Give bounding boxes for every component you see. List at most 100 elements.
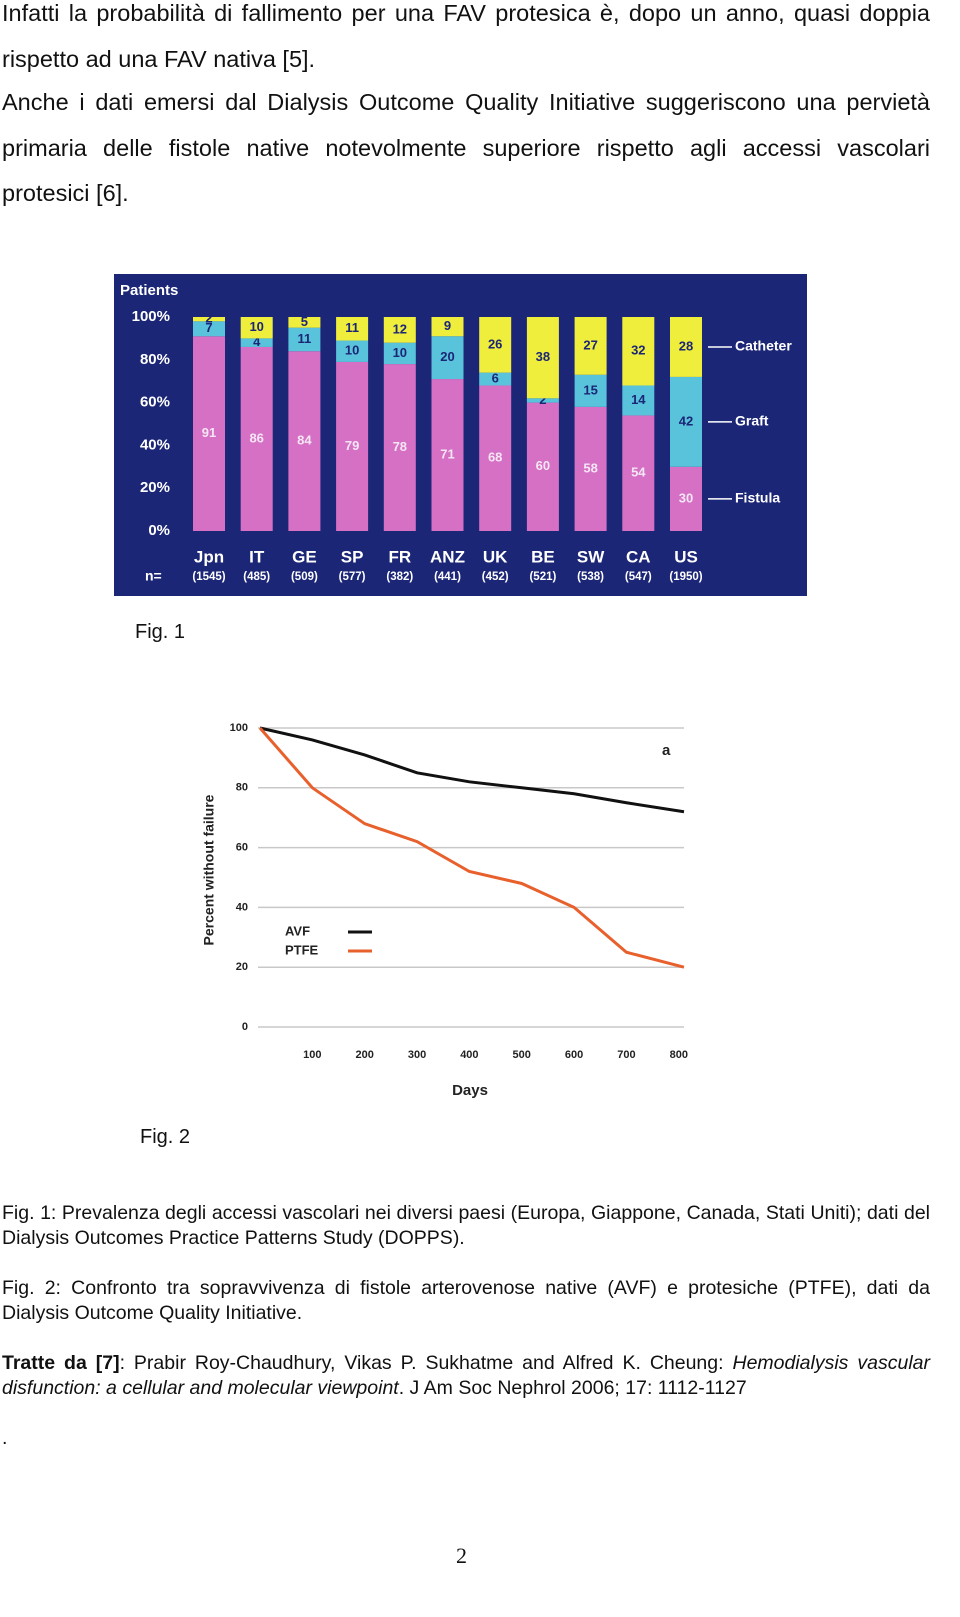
- x-tick-label: UK: [483, 547, 508, 566]
- legend-label: PTFE: [285, 942, 319, 957]
- data-label: 78: [393, 439, 407, 454]
- series-line: [259, 726, 685, 814]
- data-label: 54: [631, 465, 646, 480]
- sample-size: (509): [291, 571, 318, 583]
- citation: Tratte da [7]: Prabir Roy-Chaudhury, Vik…: [2, 1351, 930, 1401]
- sample-size: (521): [529, 571, 556, 583]
- y-tick-label: 20: [236, 961, 248, 973]
- x-tick-label: BE: [531, 547, 555, 566]
- data-label: 38: [536, 349, 550, 364]
- bar-segment: [193, 321, 225, 337]
- data-label: 86: [249, 430, 263, 445]
- bar-segment: [622, 317, 655, 386]
- data-label: 58: [583, 460, 597, 475]
- bar-segment: [574, 317, 607, 375]
- final-dot: .: [2, 1427, 8, 1449]
- data-label: 14: [631, 392, 646, 407]
- bar-segment: [670, 317, 702, 377]
- data-label: 10: [393, 345, 407, 360]
- bar-segment: [431, 336, 464, 380]
- bar-segment: [383, 364, 416, 531]
- bar-segment: [526, 402, 559, 531]
- bar-segment: [383, 317, 416, 343]
- bar-segment: [526, 317, 559, 399]
- annotation: a: [662, 742, 671, 759]
- y-tick-label: 100: [230, 722, 248, 734]
- x-tick-label: FR: [388, 547, 411, 566]
- bar-segment: [336, 317, 369, 341]
- figure-label: Fig. 1: [135, 621, 186, 643]
- citation-authors: : Prabir Roy-Chaudhury, Vikas P. Sukhatm…: [119, 1352, 733, 1374]
- y-tick-label: 0: [242, 1021, 248, 1033]
- y-tick-label: 60%: [140, 394, 170, 411]
- x-tick-label: ANZ: [430, 547, 465, 566]
- data-label: 2: [539, 392, 546, 407]
- x-tick-label: 800: [670, 1049, 688, 1061]
- bar-segment: [431, 317, 464, 337]
- data-label: 20: [440, 349, 454, 364]
- x-axis-title: Days: [452, 1082, 488, 1099]
- sample-size: (547): [625, 571, 652, 583]
- bar-segment: [622, 385, 655, 416]
- bar-segment: [383, 342, 416, 365]
- sample-size: (452): [482, 571, 509, 583]
- bar-segment: [193, 336, 225, 531]
- data-label: 10: [249, 319, 263, 334]
- bar-segment: [193, 317, 225, 322]
- x-tick-label: GE: [292, 547, 317, 566]
- data-label: 28: [679, 338, 693, 353]
- y-tick-label: 0%: [148, 522, 170, 539]
- bar-segment: [288, 317, 321, 328]
- x-tick-label: Jpn: [194, 547, 224, 566]
- data-label: 2: [205, 311, 212, 326]
- bar-segment: [288, 351, 321, 531]
- x-tick-label: 300: [408, 1049, 426, 1061]
- x-tick-label: 400: [460, 1049, 478, 1061]
- data-label: 42: [679, 413, 693, 428]
- figure-label: Fig. 2: [140, 1126, 191, 1148]
- paragraph: Anche i dati emersi dal Dialysis Outcome…: [2, 89, 930, 206]
- x-tick-label: 700: [617, 1049, 635, 1061]
- sample-size: (1950): [669, 571, 702, 583]
- bar-segment: [288, 327, 321, 352]
- y-tick-label: 100%: [132, 308, 170, 325]
- citation-source: . J Am Soc Nephrol 2006; 17: 1112-1127: [398, 1377, 747, 1399]
- legend-label: Graft: [735, 413, 769, 429]
- bar-segment: [336, 340, 369, 362]
- citation-label: Tratte da [7]: [2, 1352, 120, 1374]
- y-tick-label: 60: [236, 842, 248, 854]
- data-label: 30: [679, 490, 693, 505]
- bar-segment: [240, 346, 273, 531]
- data-label: 71: [440, 446, 454, 461]
- x-tick-label: US: [674, 547, 698, 566]
- x-tick-label: CA: [626, 547, 651, 566]
- paragraph: Infatti la probabilità di fallimento per…: [2, 0, 930, 72]
- x-tick-label: SP: [341, 547, 364, 566]
- x-tick-label: 600: [565, 1049, 583, 1061]
- data-label: 6: [492, 370, 499, 385]
- legend-label: Catheter: [735, 338, 792, 354]
- data-label: 15: [583, 382, 597, 397]
- sample-size-label: n=: [145, 568, 162, 584]
- x-tick-label: 500: [513, 1049, 531, 1061]
- y-tick-label: 20%: [140, 479, 170, 496]
- sample-size: (441): [434, 571, 461, 583]
- bar-segment: [479, 317, 512, 373]
- bar-segment: [479, 372, 512, 386]
- data-label: 91: [202, 425, 216, 440]
- data-label: 26: [488, 336, 502, 351]
- bar-segment: [574, 406, 607, 531]
- y-tick-label: 80%: [140, 351, 170, 368]
- chart-access-prevalence: Patients 0% 20% 40% 60% 80% 100% n= Jpn (1545) 91 7…: [114, 274, 807, 596]
- y-axis-title: Patients: [120, 282, 178, 299]
- data-label: 84: [297, 433, 312, 448]
- caption: Fig. 1: Prevalenza degli accessi vascola…: [2, 1202, 930, 1249]
- bar-segment: [479, 385, 512, 531]
- x-tick-label: 100: [303, 1049, 321, 1061]
- data-label: 79: [345, 438, 359, 453]
- caption: Fig. 2: Confronto tra sopravvivenza di f…: [2, 1277, 930, 1324]
- data-label: 11: [298, 331, 312, 346]
- series-line: [258, 727, 685, 969]
- bar-segment: [526, 398, 559, 403]
- bar-segment: [431, 379, 464, 531]
